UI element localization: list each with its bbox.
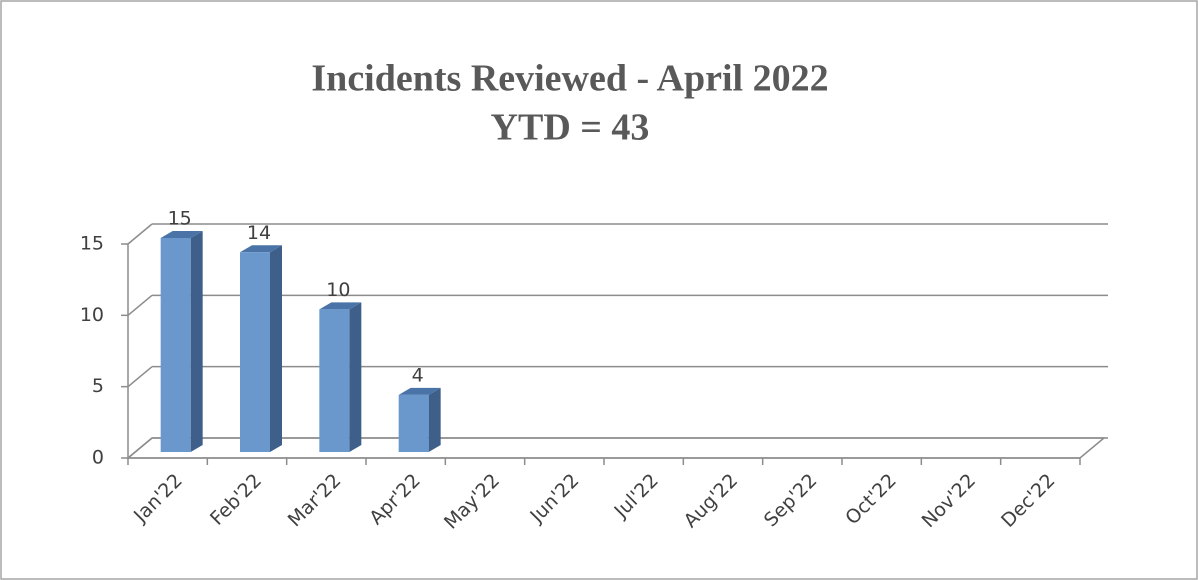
grid-line	[127, 366, 153, 388]
bar	[240, 252, 270, 452]
bar-side	[349, 302, 362, 452]
bar	[319, 309, 350, 452]
bar	[398, 394, 429, 452]
data-label: 10	[326, 279, 350, 301]
bar	[160, 238, 191, 452]
bar-side	[428, 387, 441, 452]
bar-top	[240, 245, 282, 253]
y-tick-label: 15	[80, 233, 104, 255]
data-label: 14	[247, 222, 271, 244]
data-label: 4	[412, 364, 424, 386]
y-tick-label: 5	[92, 375, 104, 397]
chart-title: Incidents Reviewed - April 2022	[311, 58, 828, 100]
y-tick-label: 10	[80, 304, 104, 326]
bar-top	[160, 231, 203, 238]
bar-top	[319, 302, 362, 310]
grid-line	[127, 223, 153, 245]
grid-line	[127, 437, 153, 459]
grid-line	[127, 294, 153, 316]
data-label: 15	[168, 208, 192, 230]
chart-subtitle: YTD = 43	[491, 107, 650, 149]
bar-side	[270, 245, 282, 452]
y-tick-label: 0	[92, 447, 104, 469]
bar-top	[398, 387, 441, 395]
bar-side	[190, 231, 203, 452]
